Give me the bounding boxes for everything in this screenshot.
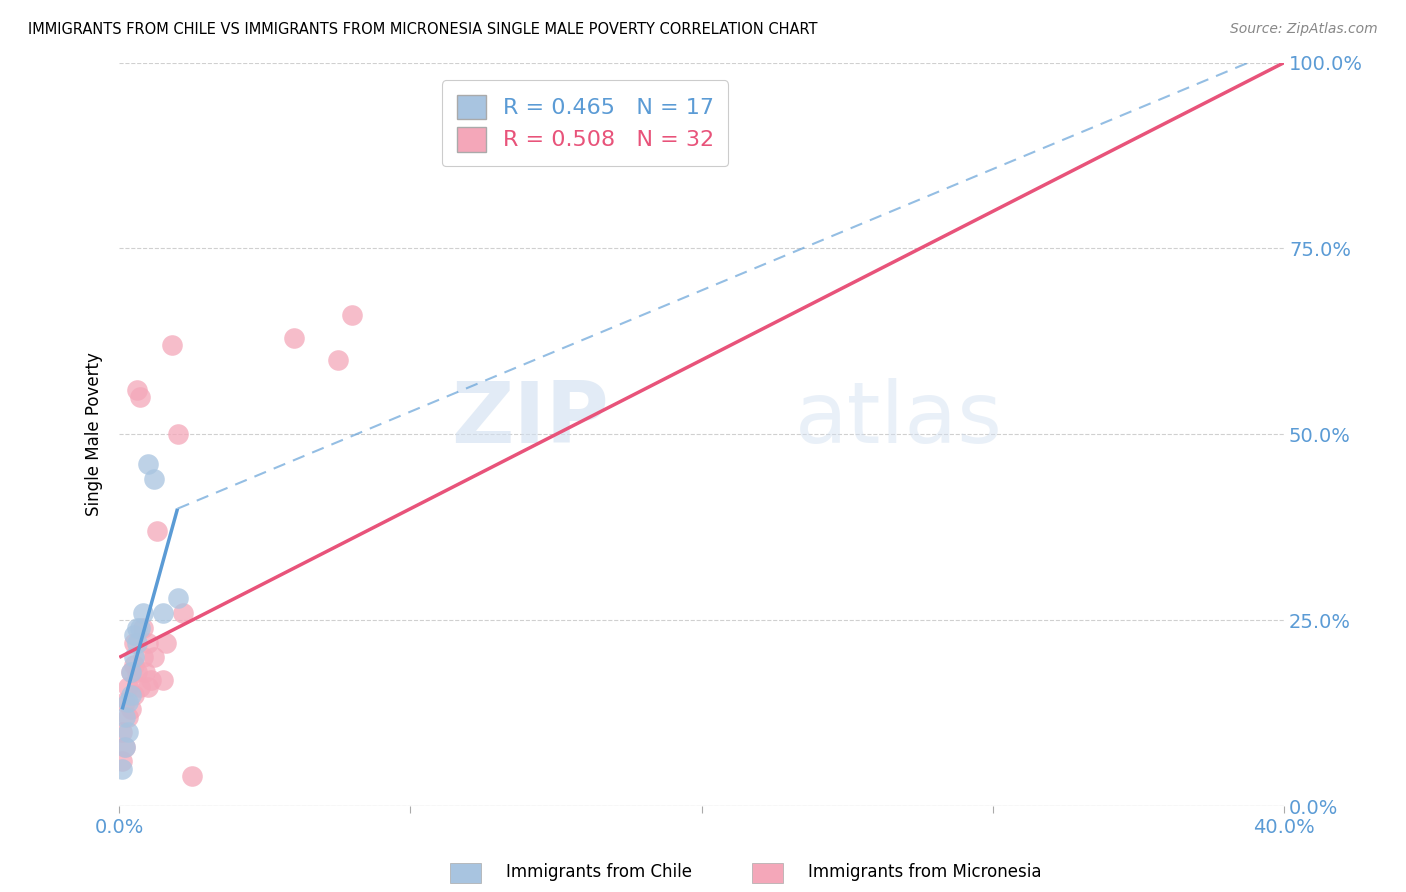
Point	[114, 710, 136, 724]
Point	[342, 309, 364, 323]
Point	[122, 657, 145, 672]
Point	[120, 702, 142, 716]
Point	[117, 680, 139, 694]
Point	[143, 650, 166, 665]
Point	[122, 650, 145, 665]
Point	[114, 739, 136, 754]
Point	[117, 695, 139, 709]
Legend: R = 0.465   N = 17, R = 0.508   N = 32: R = 0.465 N = 17, R = 0.508 N = 32	[441, 80, 728, 166]
Point	[141, 673, 163, 687]
Text: ZIP: ZIP	[451, 378, 609, 461]
Point	[128, 680, 150, 694]
Point	[111, 724, 134, 739]
Point	[120, 665, 142, 680]
Point	[172, 606, 194, 620]
Point	[122, 628, 145, 642]
Point	[134, 665, 156, 680]
Text: Immigrants from Micronesia: Immigrants from Micronesia	[808, 863, 1042, 881]
Point	[131, 621, 153, 635]
Point	[128, 621, 150, 635]
Point	[111, 762, 134, 776]
Point	[155, 635, 177, 649]
Point	[122, 635, 145, 649]
Point	[114, 695, 136, 709]
Point	[138, 680, 160, 694]
Point	[326, 353, 349, 368]
Point	[117, 710, 139, 724]
Point	[125, 635, 148, 649]
Y-axis label: Single Male Poverty: Single Male Poverty	[86, 352, 103, 516]
Point	[120, 665, 142, 680]
Text: atlas: atlas	[794, 378, 1002, 461]
Point	[131, 650, 153, 665]
Point	[146, 524, 169, 538]
Point	[125, 665, 148, 680]
Point	[181, 769, 204, 783]
Point	[120, 688, 142, 702]
Point	[114, 739, 136, 754]
Point	[152, 673, 174, 687]
Point	[160, 338, 183, 352]
Text: Immigrants from Chile: Immigrants from Chile	[506, 863, 692, 881]
Point	[117, 724, 139, 739]
Text: Source: ZipAtlas.com: Source: ZipAtlas.com	[1230, 22, 1378, 37]
Point	[143, 472, 166, 486]
Point	[122, 688, 145, 702]
Point	[128, 390, 150, 404]
Point	[125, 621, 148, 635]
Point	[138, 635, 160, 649]
Point	[138, 457, 160, 471]
Point	[111, 755, 134, 769]
Point	[166, 427, 188, 442]
Point	[152, 606, 174, 620]
Point	[125, 383, 148, 397]
Text: IMMIGRANTS FROM CHILE VS IMMIGRANTS FROM MICRONESIA SINGLE MALE POVERTY CORRELAT: IMMIGRANTS FROM CHILE VS IMMIGRANTS FROM…	[28, 22, 818, 37]
Point	[283, 331, 305, 345]
Point	[131, 606, 153, 620]
Point	[166, 591, 188, 605]
